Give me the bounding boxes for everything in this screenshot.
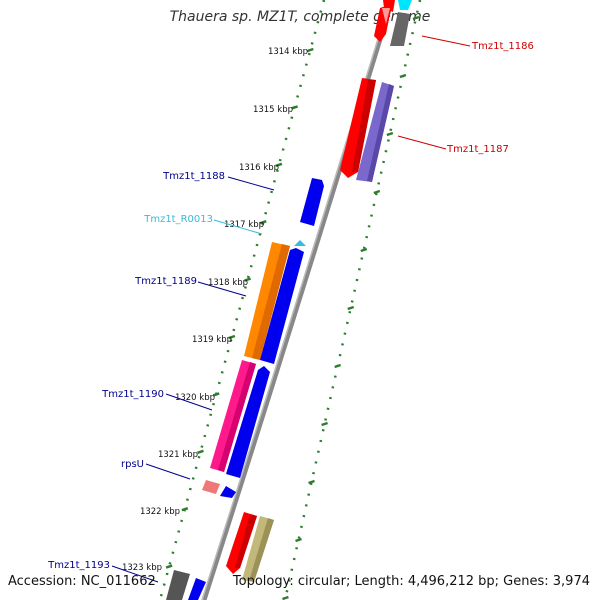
major-tick — [347, 305, 355, 311]
kbp-label: 1320 kbp — [175, 393, 215, 403]
major-tick — [291, 105, 299, 110]
leader-line-tmz1t-1187 — [397, 135, 447, 150]
kbp-label-group: 1314 kbp 1315 kbp 1316 kbp 1317 kbp 1318… — [122, 47, 308, 573]
kbp-label: 1323 kbp — [122, 563, 162, 573]
leader-line-tmz1t-1190 — [165, 393, 213, 411]
gene-olive-lower-shade[interactable] — [249, 518, 274, 582]
gene-tmz1t-1193-gray[interactable] — [166, 570, 190, 600]
gene-label-rpsu[interactable]: rpsU — [121, 459, 144, 470]
kbp-label: 1322 kbp — [140, 507, 180, 517]
gene-tmz1t-1190-blue[interactable] — [226, 366, 270, 478]
gene-tmz1t-r0013[interactable] — [294, 240, 306, 246]
gene-tmz1t-1186-e[interactable] — [390, 12, 410, 46]
major-tick — [165, 564, 173, 569]
major-tick — [181, 507, 189, 512]
kbp-label: 1316 kbp — [239, 163, 279, 173]
right-tick-track — [283, 0, 422, 600]
gene-label-tmz1t-1189[interactable]: Tmz1t_1189 — [134, 276, 197, 287]
leader-line-tmz1t-1188 — [227, 176, 275, 191]
kbp-label: 1315 kbp — [253, 105, 293, 115]
major-tick — [334, 363, 342, 369]
gene-red-lower-shade[interactable] — [235, 514, 257, 568]
gene-label-tmz1t-1190[interactable]: Tmz1t_1190 — [101, 389, 164, 400]
gene-tmz1t-1186-d[interactable] — [398, 0, 412, 10]
leader-line-tmz1t-1186 — [421, 35, 471, 47]
kbp-label: 1314 kbp — [268, 47, 308, 57]
leader-line-rpsu — [145, 463, 191, 480]
major-tick — [259, 220, 267, 225]
leader-line-group — [111, 35, 471, 583]
gene-tmz1t-1187-red-shade[interactable] — [352, 80, 376, 172]
major-tick — [197, 449, 204, 454]
major-tick — [295, 537, 302, 543]
major-tick — [399, 73, 407, 79]
topology-label: Topology: circular; Length: 4,496,212 bp… — [232, 574, 590, 589]
major-tick — [373, 189, 381, 195]
kbp-label: 1317 kbp — [224, 220, 264, 230]
major-tick — [244, 277, 251, 282]
major-tick — [306, 47, 314, 53]
major-tick — [212, 392, 220, 397]
gene-label-tmz1t-1193[interactable]: Tmz1t_1193 — [47, 560, 110, 571]
kbp-label: 1321 kbp — [158, 450, 198, 460]
gene-tmz1t-1186-c[interactable] — [382, 8, 390, 24]
gene-label-tmz1t-r0013[interactable]: Tmz1t_R0013 — [143, 214, 213, 225]
gene-tmz1t-1189-blue[interactable] — [260, 248, 304, 364]
major-tick — [386, 131, 394, 137]
major-tick — [360, 247, 368, 253]
major-tick — [321, 421, 328, 427]
gene-tmz1t-1187-purple-shade[interactable] — [367, 84, 394, 182]
major-tick — [282, 595, 289, 600]
accession-label: Accession: NC_011662 — [8, 574, 156, 589]
leader-line-tmz1t-1189 — [197, 281, 247, 297]
genome-title: Thauera sp. MZ1T, complete genome — [169, 9, 431, 25]
left-tick-track — [158, 0, 326, 600]
gene-rpsu-b[interactable] — [220, 486, 236, 498]
gene-label-group: Tmz1t_1186 Tmz1t_1187 Tmz1t_1188 Tmz1t_R… — [47, 41, 534, 571]
gene-label-tmz1t-1187[interactable]: Tmz1t_1187 — [446, 144, 509, 155]
leader-line-tmz1t-1193 — [111, 565, 159, 583]
gene-tmz1t-1193-blue[interactable] — [188, 578, 206, 600]
major-tick — [412, 15, 420, 21]
major-tick — [275, 162, 283, 167]
gene-tmz1t-1188[interactable] — [300, 178, 324, 226]
kbp-label: 1319 kbp — [192, 335, 232, 345]
gene-label-tmz1t-1186[interactable]: Tmz1t_1186 — [471, 41, 534, 52]
major-tick — [228, 334, 236, 340]
gene-tmz1t-1189-orange-shade[interactable] — [252, 244, 290, 360]
gene-rpsu-a[interactable] — [202, 480, 220, 494]
kbp-tick-group — [165, 15, 420, 600]
major-tick — [308, 479, 315, 485]
leader-line-tmz1t-r0013 — [213, 219, 263, 235]
gene-label-tmz1t-1188[interactable]: Tmz1t_1188 — [162, 171, 225, 182]
kbp-label: 1318 kbp — [208, 278, 248, 288]
gene-tmz1t-1190-pink-shade[interactable] — [218, 362, 256, 472]
